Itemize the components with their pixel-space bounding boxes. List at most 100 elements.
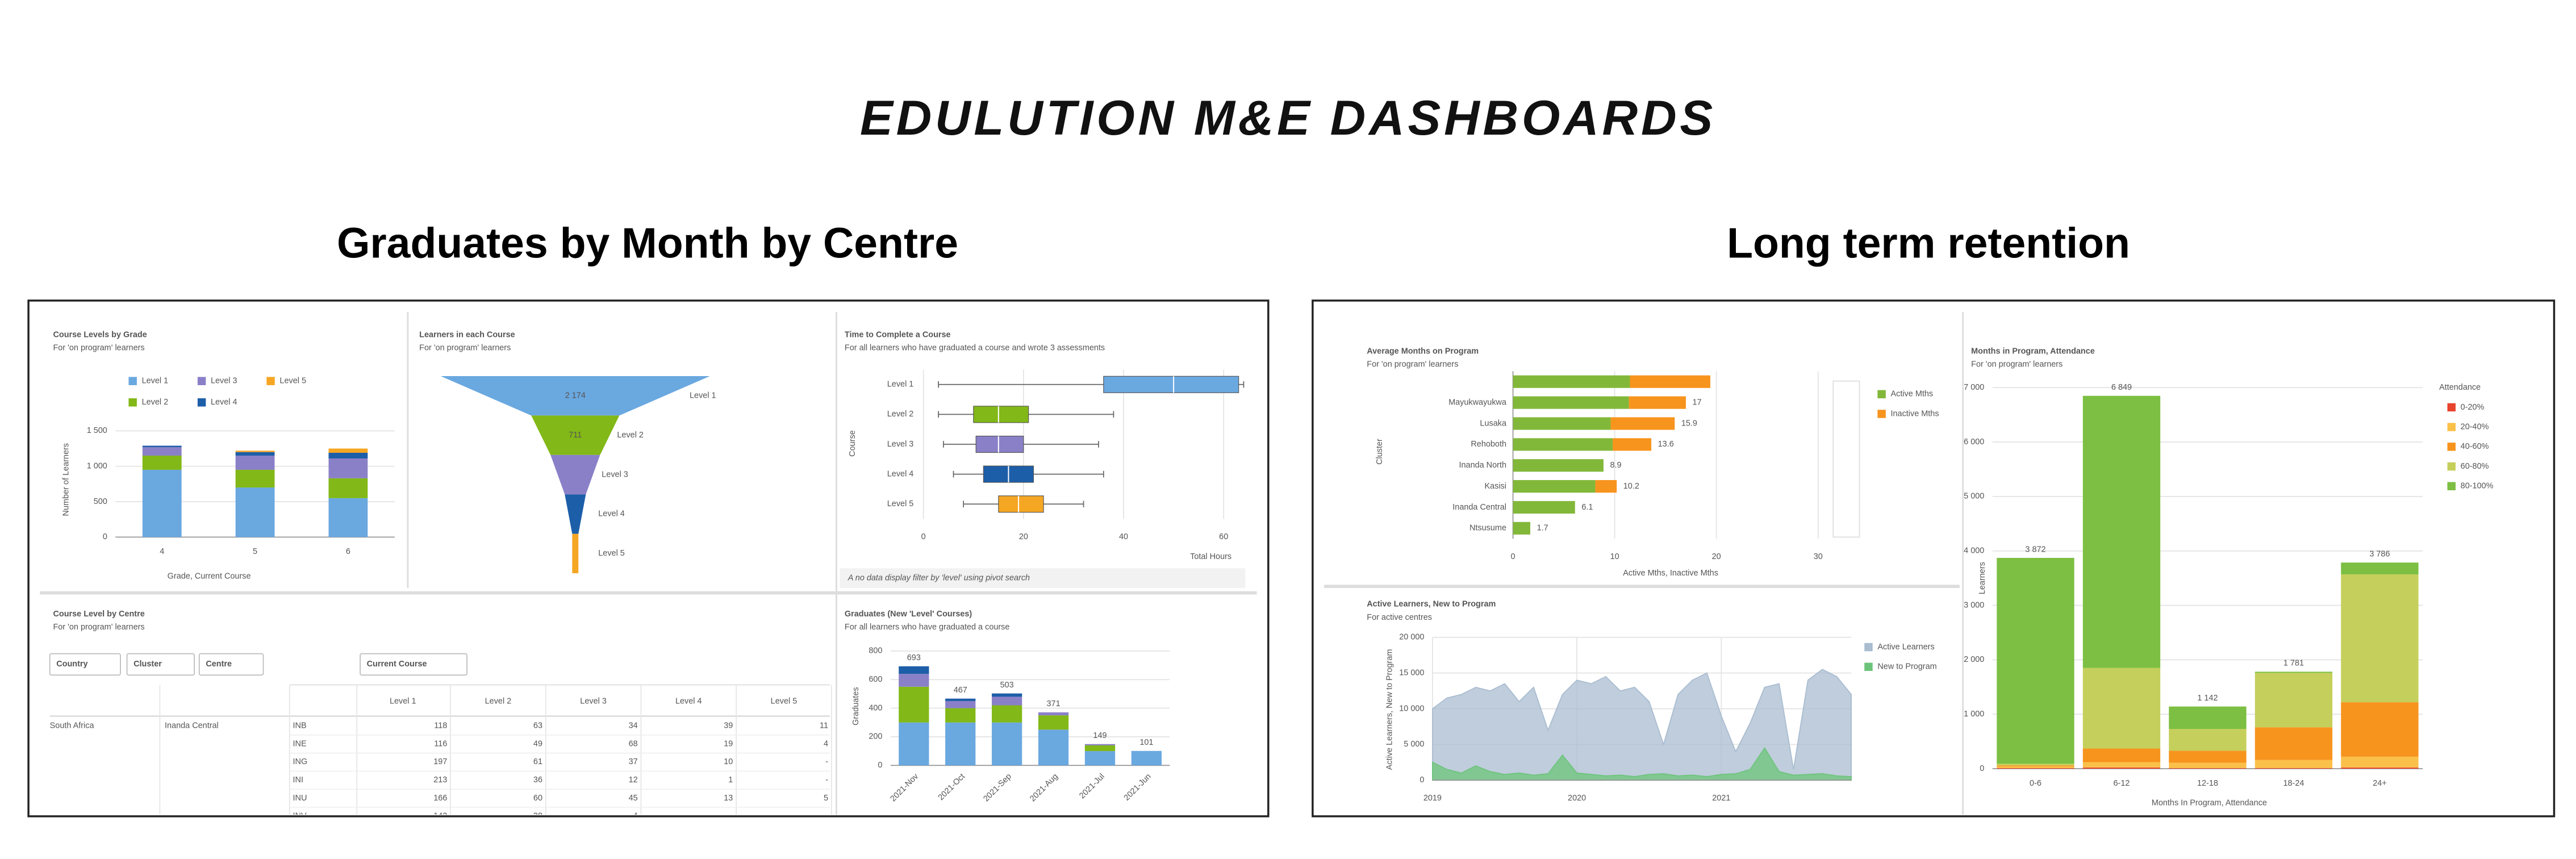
legend-label: 0-20%	[2461, 403, 2485, 412]
section-title: Graduates by Month by Centre	[337, 219, 958, 267]
total-label: 101	[1139, 738, 1153, 747]
area	[1432, 747, 1852, 781]
bar-segment	[1613, 438, 1652, 451]
bar-segment	[1997, 768, 2074, 769]
table-cell: 36	[533, 775, 542, 785]
filter-button[interactable]	[49, 653, 121, 676]
bar-segment	[1513, 480, 1596, 493]
area	[1432, 669, 1852, 781]
note-bar	[840, 568, 1246, 588]
bar-segment	[1629, 396, 1686, 409]
table-cell: 213	[433, 775, 447, 785]
legend-label: 40-60%	[2461, 442, 2489, 451]
bar-segment	[2082, 768, 2161, 769]
bar-segment	[2082, 748, 2161, 762]
bar-segment	[1038, 729, 1069, 766]
total-label: 1 142	[2197, 694, 2218, 703]
bar-segment	[1997, 557, 2074, 764]
y-tick-label: 15 000	[1399, 668, 1424, 677]
bar-segment	[992, 693, 1022, 697]
table-cell: ING	[293, 757, 308, 766]
x-tick-label: 18-24	[2283, 779, 2304, 788]
table-cell: INI	[293, 775, 303, 785]
x-tick-label: 6-12	[2114, 779, 2130, 788]
legend-title: Attendance	[2439, 383, 2481, 392]
filter-label: Cluster	[133, 660, 162, 669]
bar-segment	[1513, 459, 1604, 472]
table-cell: 49	[533, 739, 542, 748]
bar-segment	[142, 445, 182, 448]
legend-label: Level 4	[211, 398, 237, 407]
total-label: 17	[1693, 398, 1702, 407]
table: Course Level by Centre For 'on program' l…	[49, 610, 832, 821]
table-cell: 12	[629, 775, 638, 785]
y-tick-label: 600	[869, 675, 882, 684]
y-tick-label: 5 000	[1404, 740, 1424, 749]
bar-segment	[992, 722, 1022, 766]
bar-segment	[1084, 744, 1116, 745]
table-subtitle: For 'on program' learners	[53, 623, 144, 632]
table-cell: INU	[293, 794, 307, 803]
table-cell: 61	[533, 757, 542, 766]
table-cell: 116	[434, 739, 447, 748]
legend-label: Level 1	[142, 377, 169, 386]
filter-button[interactable]	[360, 653, 467, 676]
box	[975, 435, 1024, 453]
y-tick-label: 0	[103, 532, 107, 541]
chart-subtitle: For 'on program' learners	[1367, 360, 1458, 369]
filter-label: Centre	[206, 660, 232, 669]
y-tick-label: 4 000	[1964, 547, 1984, 556]
bar-segment	[2254, 768, 2333, 769]
y-tick-label: Inanda Central	[1452, 503, 1506, 512]
legend-label: Level 5	[279, 377, 306, 386]
y-tick-label: Mayukwayukwa	[1448, 398, 1507, 407]
table-cell: 166	[433, 794, 447, 803]
box	[973, 406, 1029, 423]
bar-segment	[235, 469, 275, 488]
total-label: 8.9	[1610, 461, 1621, 470]
total-label: 3 786	[2369, 550, 2390, 559]
table-cell: 5	[824, 794, 828, 803]
total-label: 10.2	[1623, 482, 1639, 491]
x-axis-label: Grade, Current Course	[168, 572, 251, 581]
row-header: Inanda Central	[165, 722, 219, 731]
x-tick-label: 2021	[1712, 794, 1730, 803]
x-tick-label: 0-6	[2030, 779, 2041, 788]
funnel-segment	[531, 415, 620, 455]
bar-segment	[2254, 727, 2333, 760]
x-tick-label: 0	[921, 532, 926, 541]
column-header: Level 1	[390, 697, 416, 706]
y-tick-label: 10 000	[1399, 704, 1424, 713]
x-tick-label: 60	[1219, 532, 1228, 541]
y-tick-label: Level 3	[887, 440, 914, 449]
bar-segment	[1084, 745, 1116, 752]
y-tick-label: 5 000	[1964, 492, 1984, 501]
filter-button[interactable]	[198, 653, 264, 676]
scroll-minimap	[1832, 380, 1860, 538]
y-axis-label: Number of Learners	[61, 443, 70, 516]
bar-segment	[1513, 375, 1630, 388]
total-label: 503	[1000, 681, 1014, 690]
bar-segment	[1131, 750, 1162, 766]
bar-segment	[235, 451, 275, 452]
x-tick-label: 40	[1119, 532, 1128, 541]
bar-segment	[2169, 706, 2247, 729]
bar-segment	[328, 498, 368, 537]
y-tick-label: Level 4	[887, 469, 914, 478]
bar-segment	[945, 722, 976, 766]
total-label: 6 849	[2111, 383, 2132, 392]
funnel-segment	[440, 376, 710, 416]
y-tick-label: 1 000	[1964, 710, 1984, 719]
filter-button[interactable]	[126, 653, 195, 676]
legend-swatch	[2447, 423, 2456, 431]
total-label: 1.7	[1537, 524, 1548, 533]
y-tick-label: Level 1	[887, 380, 914, 389]
x-tick-label: 6	[346, 547, 350, 556]
funnel-label: Level 3	[602, 470, 628, 479]
bar-segment	[1038, 715, 1069, 730]
table-cell: 118	[434, 722, 447, 731]
table-cell: 38	[533, 812, 542, 821]
bar-segment	[2341, 562, 2419, 574]
x-tick-label: 2019	[1423, 794, 1442, 803]
legend-label: 60-80%	[2461, 462, 2489, 471]
